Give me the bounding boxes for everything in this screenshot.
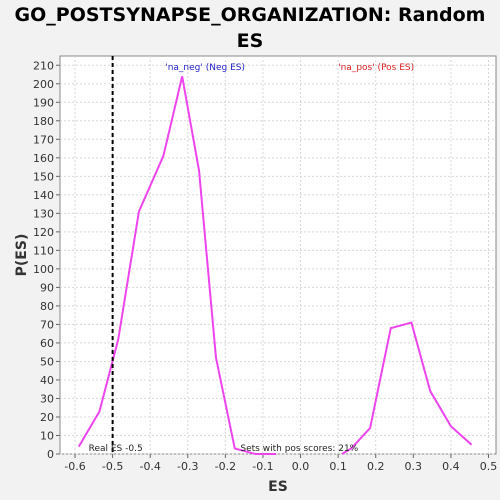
y-tick-label: 110 bbox=[33, 244, 54, 257]
legend-neg-es: 'na_neg' (Neg ES) bbox=[165, 63, 245, 73]
y-tick-label: 140 bbox=[33, 189, 54, 202]
x-tick-label: -0.3 bbox=[177, 460, 198, 473]
x-axis-ticks: -0.6 -0.5 -0.4 -0.3 -0.2 -0.1 0.0 0.1 0.2 0.3 0.4 0… bbox=[64, 454, 497, 473]
x-tick-label: -0.5 bbox=[102, 460, 123, 473]
y-tick-label: 40 bbox=[40, 374, 54, 387]
series-group bbox=[77, 76, 473, 455]
real-es-label: Real ES -0.5 bbox=[89, 444, 143, 454]
x-tick-label: 0.1 bbox=[329, 460, 347, 473]
y-tick-label: 90 bbox=[40, 281, 54, 294]
y-tick-label: 130 bbox=[33, 207, 54, 220]
y-tick-label: 80 bbox=[40, 300, 54, 313]
y-tick-label: 170 bbox=[33, 133, 54, 146]
x-tick-label: 0.2 bbox=[367, 460, 385, 473]
y-tick-label: 50 bbox=[40, 355, 54, 368]
y-tick-label: 100 bbox=[33, 263, 54, 276]
y-tick-label: 0 bbox=[47, 448, 54, 461]
y-tick-label: 210 bbox=[33, 59, 54, 72]
y-tick-label: 70 bbox=[40, 318, 54, 331]
y-tick-label: 200 bbox=[33, 78, 54, 91]
x-axis-label: ES bbox=[268, 479, 288, 495]
y-tick-label: 160 bbox=[33, 152, 54, 165]
y-tick-label: 150 bbox=[33, 170, 54, 183]
x-tick-label: -0.2 bbox=[215, 460, 236, 473]
x-tick-label: -0.4 bbox=[139, 460, 160, 473]
y-tick-label: 30 bbox=[40, 392, 54, 405]
y-axis-label: P(ES) bbox=[14, 234, 30, 277]
y-tick-label: 190 bbox=[33, 96, 54, 109]
chart-title-line-1: GO_POSTSYNAPSE_ORGANIZATION: Random ES bbox=[14, 4, 486, 52]
y-tick-label: 10 bbox=[40, 429, 54, 442]
x-tick-label: 0.4 bbox=[442, 460, 460, 473]
series-line-1 bbox=[341, 321, 473, 455]
x-tick-label: -0.6 bbox=[64, 460, 85, 473]
plot-area bbox=[59, 55, 497, 455]
y-tick-label: 60 bbox=[40, 337, 54, 350]
series-line-0 bbox=[77, 76, 277, 455]
y-tick-label: 20 bbox=[40, 411, 54, 424]
x-tick-label: 0.0 bbox=[292, 460, 310, 473]
y-tick-label: 120 bbox=[33, 226, 54, 239]
legend-pos-es: 'na_pos' (Pos ES) bbox=[338, 63, 414, 73]
x-tick-label: -0.1 bbox=[252, 460, 273, 473]
x-tick-label: 0.5 bbox=[480, 460, 498, 473]
y-axis-ticks: 0 10 20 30 40 50 60 70 80 90 100 110 120 130 140 150 160… bbox=[33, 59, 60, 461]
x-tick-label: 0.3 bbox=[405, 460, 423, 473]
pos-scores-annotation: Sets with pos scores: 21% bbox=[240, 444, 358, 454]
y-tick-label: 180 bbox=[33, 115, 54, 128]
